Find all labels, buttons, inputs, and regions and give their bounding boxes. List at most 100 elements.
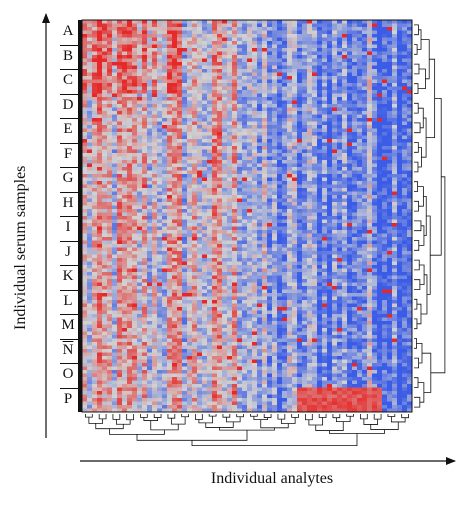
heatmap-cell bbox=[102, 265, 108, 269]
heatmap-cell bbox=[142, 23, 148, 28]
heatmap-cell bbox=[297, 195, 303, 199]
heatmap-cell bbox=[272, 251, 278, 255]
heatmap-cell bbox=[367, 55, 373, 59]
heatmap-cell bbox=[377, 247, 383, 252]
heatmap-cell bbox=[252, 177, 258, 182]
heatmap-cell bbox=[392, 247, 398, 252]
heatmap-cell bbox=[157, 20, 163, 24]
heatmap-cell bbox=[372, 247, 378, 252]
heatmap-cell bbox=[307, 142, 313, 147]
heatmap-cell bbox=[212, 247, 218, 252]
heatmap-cell bbox=[257, 205, 263, 210]
heatmap-cell bbox=[252, 86, 258, 91]
heatmap-cell bbox=[112, 128, 118, 133]
heatmap-cell bbox=[302, 107, 308, 112]
heatmap-cell bbox=[112, 100, 118, 105]
heatmap-cell bbox=[117, 247, 123, 252]
heatmap-cell bbox=[347, 240, 353, 245]
heatmap-cell bbox=[387, 48, 393, 52]
heatmap-cell bbox=[242, 65, 248, 70]
heatmap-cell bbox=[157, 51, 163, 56]
heatmap-cell bbox=[337, 37, 343, 42]
heatmap-cell bbox=[282, 58, 288, 63]
heatmap-cell bbox=[92, 261, 98, 266]
heatmap-cell bbox=[307, 69, 313, 73]
heatmap-cell bbox=[202, 268, 208, 273]
heatmap-cell bbox=[382, 244, 388, 248]
heatmap-cell bbox=[292, 282, 298, 287]
heatmap-cell bbox=[122, 72, 128, 77]
heatmap-cell bbox=[357, 265, 363, 269]
heatmap-cell bbox=[147, 261, 153, 266]
heatmap-cell bbox=[92, 163, 98, 168]
heatmap-cell bbox=[407, 65, 413, 70]
heatmap-cell bbox=[102, 111, 108, 115]
heatmap-cell bbox=[187, 48, 193, 52]
heatmap-cell bbox=[392, 226, 398, 231]
heatmap-cell bbox=[257, 268, 263, 273]
heatmap-cell bbox=[392, 188, 398, 192]
heatmap-cell bbox=[352, 230, 358, 234]
heatmap-cell bbox=[172, 205, 178, 210]
heatmap-cell bbox=[97, 202, 103, 206]
heatmap-cell bbox=[377, 219, 383, 224]
heatmap-cell bbox=[187, 58, 193, 63]
heatmap-cell bbox=[372, 107, 378, 112]
heatmap-cell bbox=[227, 104, 233, 108]
heatmap-cell bbox=[147, 72, 153, 77]
heatmap-cell bbox=[362, 97, 368, 101]
heatmap-cell bbox=[302, 167, 308, 171]
heatmap-cell bbox=[242, 121, 248, 126]
heatmap-cell bbox=[137, 167, 143, 171]
heatmap-cell bbox=[162, 83, 168, 87]
heatmap-cell bbox=[367, 272, 373, 276]
heatmap-cell bbox=[97, 37, 103, 42]
heatmap-cell bbox=[292, 272, 298, 276]
heatmap-cell bbox=[152, 272, 158, 276]
heatmap-cell bbox=[167, 20, 173, 24]
heatmap-cell bbox=[227, 244, 233, 248]
heatmap-cell bbox=[377, 160, 383, 164]
heatmap-cell bbox=[347, 44, 353, 49]
heatmap-cell bbox=[122, 279, 128, 283]
heatmap-cell bbox=[82, 195, 88, 199]
heatmap-cell bbox=[317, 272, 323, 276]
heatmap-cell bbox=[257, 104, 263, 108]
heatmap-cell bbox=[122, 107, 128, 112]
heatmap-cell bbox=[192, 184, 198, 189]
heatmap-cell bbox=[257, 223, 263, 227]
heatmap-cell bbox=[177, 104, 183, 108]
heatmap-cell bbox=[97, 188, 103, 192]
heatmap-cell bbox=[122, 30, 128, 35]
heatmap-cell bbox=[97, 268, 103, 273]
heatmap-cell bbox=[187, 240, 193, 245]
heatmap-cell bbox=[117, 174, 123, 178]
heatmap-cell bbox=[202, 76, 208, 80]
heatmap-cell bbox=[257, 160, 263, 164]
heatmap-cell bbox=[362, 58, 368, 63]
heatmap-cell bbox=[197, 111, 203, 115]
heatmap-cell bbox=[257, 114, 263, 119]
heatmap-cell bbox=[232, 20, 238, 24]
heatmap-cell bbox=[312, 247, 318, 252]
heatmap-cell bbox=[217, 174, 223, 178]
heatmap-cell bbox=[217, 86, 223, 91]
heatmap-cell bbox=[282, 104, 288, 108]
heatmap-cell bbox=[227, 62, 233, 66]
heatmap-cell bbox=[87, 58, 93, 63]
heatmap-cell bbox=[302, 83, 308, 87]
heatmap-cell bbox=[302, 93, 308, 98]
heatmap-cell bbox=[112, 23, 118, 28]
heatmap-cell bbox=[312, 104, 318, 108]
heatmap-cell bbox=[357, 62, 363, 66]
heatmap-cell bbox=[87, 219, 93, 224]
heatmap-cell bbox=[162, 240, 168, 245]
heatmap-cell bbox=[162, 261, 168, 266]
heatmap-cell bbox=[132, 170, 138, 175]
heatmap-cell bbox=[152, 86, 158, 91]
heatmap-cell bbox=[357, 153, 363, 157]
heatmap-cell bbox=[137, 265, 143, 269]
heatmap-cell bbox=[347, 121, 353, 126]
heatmap-cell bbox=[262, 282, 268, 287]
